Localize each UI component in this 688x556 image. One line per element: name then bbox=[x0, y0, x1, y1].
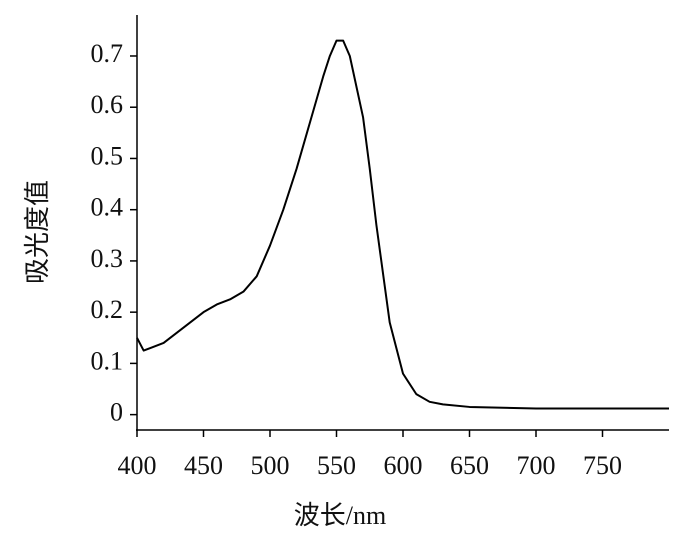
y-tick-label: 0.2 bbox=[91, 295, 124, 324]
x-axis-label: 波长/nm bbox=[294, 501, 386, 530]
y-tick-label: 0.1 bbox=[91, 346, 124, 375]
x-tick-label: 600 bbox=[384, 451, 423, 480]
y-tick-label: 0.3 bbox=[91, 244, 124, 273]
y-tick-label: 0.6 bbox=[91, 90, 124, 119]
x-tick-label: 400 bbox=[118, 451, 157, 480]
x-tick-label: 700 bbox=[517, 451, 556, 480]
y-tick-label: 0.4 bbox=[91, 193, 124, 222]
y-tick-label: 0.5 bbox=[91, 141, 124, 170]
x-tick-label: 550 bbox=[317, 451, 356, 480]
y-axis-label: 吸光度值 bbox=[23, 180, 52, 284]
line bbox=[136, 39, 669, 410]
x-tick-label: 650 bbox=[450, 451, 489, 480]
y-tick-label: 0 bbox=[110, 398, 123, 427]
y-tick-label: 0.7 bbox=[91, 39, 124, 68]
x-tick-label: 750 bbox=[583, 451, 622, 480]
x-tick-label: 450 bbox=[184, 451, 223, 480]
x-tick-label: 500 bbox=[251, 451, 290, 480]
